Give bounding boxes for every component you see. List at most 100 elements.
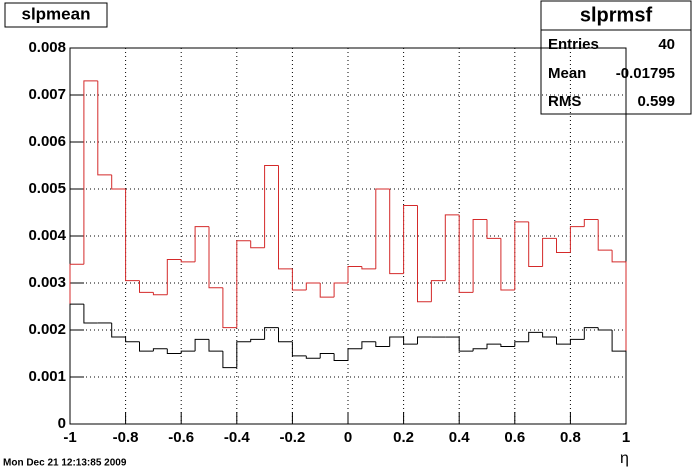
x-tick-label: -0.2 [279,429,305,446]
x-tick-label: 0.2 [393,429,414,446]
histogram-step [222,287,237,329]
histogram-step [597,219,613,251]
histogram-step [347,266,362,283]
histogram-step [111,322,126,338]
histogram-step [458,214,474,293]
histogram-step [278,165,293,270]
x-tick-label: 0.8 [560,429,581,446]
y-tick-label: 0.001 [28,368,66,385]
histogram-step [152,348,168,352]
histogram-step [236,240,251,328]
footer-date: Mon Dec 21 12:13:85 2009 [3,458,127,469]
histogram-step [500,238,515,291]
histogram-step [291,341,307,357]
x-tick-label: 0.4 [449,429,471,446]
histogram-step [111,174,126,190]
histogram-step [528,221,543,268]
histogram-step [125,189,140,282]
histogram-step [236,341,251,368]
histogram-step [403,204,418,274]
histogram-step [569,338,585,345]
histogram-step [556,238,571,253]
histogram-step [166,348,182,354]
histogram-step [347,348,362,361]
y-tick-label: 0.008 [28,39,66,56]
histogram-step [361,341,376,349]
plot-frame [69,47,627,425]
histogram-step [375,188,390,269]
histogram-step [250,240,265,249]
stats-value: -0.01795 [616,65,675,82]
histogram-step [319,283,335,298]
x-axis-label: η [620,450,629,467]
histogram-step [486,219,501,239]
x-tick-label: 0.6 [504,429,525,446]
histogram-step [611,330,627,424]
histogram-step [542,332,557,338]
histogram-step [194,226,209,262]
histogram-step [556,337,571,345]
histogram-step [403,337,418,345]
x-tick-label: -0.8 [113,429,139,446]
x-tick-label: -0.6 [168,429,194,446]
histogram-step [250,338,265,342]
y-tick-label: 0.004 [28,227,66,244]
histogram-step [611,250,627,424]
histogram-step [139,341,154,352]
histogram-step [208,226,223,289]
histogram-step [583,327,599,340]
histogram-step [278,327,293,343]
histogram-step [139,280,154,293]
histogram-step [333,353,348,362]
y-tick-label: 0.005 [28,180,66,197]
stats-label: Mean [548,65,586,82]
y-tick-label: 0.003 [28,274,66,291]
histogram-step [333,282,348,298]
x-tick-label: -1 [63,429,76,446]
histogram-step [542,237,557,267]
x-tick-label: 0 [344,429,352,446]
histogram-step [417,205,432,303]
histogram-step [514,341,529,347]
x-tick-label: -0.4 [224,429,251,446]
histogram-step [305,282,321,291]
histogram-step [444,214,460,281]
histogram-step [361,266,376,270]
stats-value: 40 [658,36,675,53]
histogram-step [500,344,515,347]
histogram-step [569,226,585,253]
stats-title: slprmsf [580,4,653,26]
stats-label: RMS [548,93,581,110]
histogram-step [528,331,543,342]
histogram-step [83,80,98,265]
histogram-step [514,221,529,291]
y-tick-label: 0.006 [28,133,66,150]
histogram-step [417,336,432,345]
x-tick-label: 1 [622,429,630,446]
histogram-step [264,327,279,340]
y-tick-label: 0.007 [28,86,66,103]
histogram-step [472,348,487,352]
histogram-step [319,353,335,359]
histogram-step [166,259,182,295]
histogram-step [125,337,140,343]
histogram-step [430,280,446,302]
histogram-step [472,219,487,293]
histogram-step [180,350,196,354]
histogram-step [486,343,501,349]
y-tick-label: 0 [58,415,66,432]
histogram-step [458,337,474,352]
stats-label: Entries [548,36,599,53]
chart-title: slpmean [22,4,91,23]
histogram-step [180,259,196,263]
histogram-step [597,327,613,331]
histogram-step [389,336,404,347]
histogram-step [208,339,223,352]
histogram-step [97,80,112,176]
histogram-step [264,165,279,248]
stats-value: 0.599 [637,93,675,110]
y-tick-label: 0.002 [28,321,66,338]
histogram-step [152,292,168,296]
histogram-step [389,189,404,275]
histogram-step [583,219,599,227]
